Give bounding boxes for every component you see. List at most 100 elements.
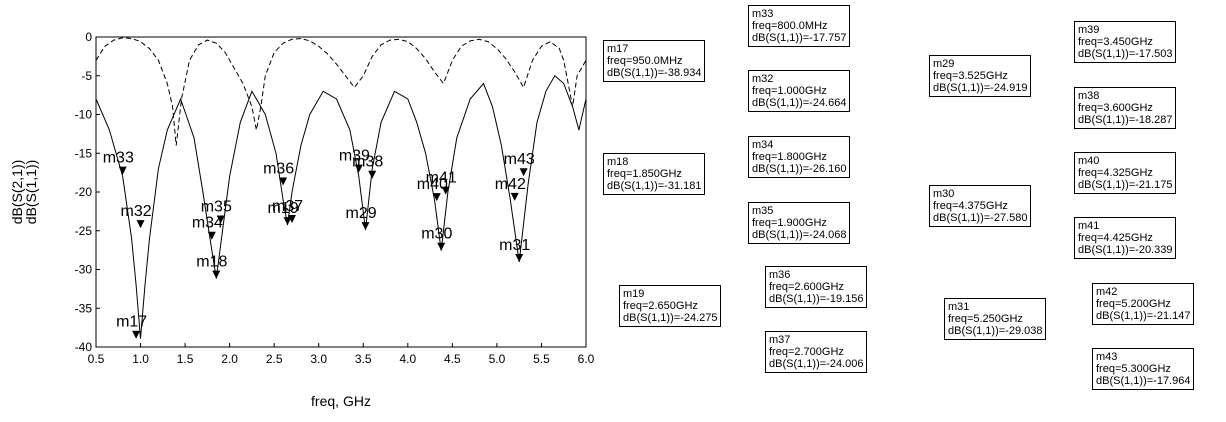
marker-box-freq: freq=2.650GHz xyxy=(623,300,698,312)
marker-box-value: dB(S(1,1))=-24.919 xyxy=(933,82,1028,94)
marker-box-freq: freq=1.800GHz xyxy=(752,151,827,163)
marker-m35 xyxy=(216,215,225,224)
marker-label-m43: m43 xyxy=(504,151,535,168)
marker-box-m30: m30 freq=4.375GHz dB(S(1,1))=-27.580 xyxy=(929,185,1032,227)
series-line-dashed xyxy=(96,37,586,146)
marker-label-m31: m31 xyxy=(499,237,530,254)
marker-box-freq: freq=4.425GHz xyxy=(1078,232,1153,244)
marker-box-freq: freq=1.000GHz xyxy=(752,85,827,97)
marker-box-value: dB(S(1,1))=-18.287 xyxy=(1078,114,1173,126)
x-tick-label: 6.0 xyxy=(578,352,595,366)
marker-box-freq: freq=5.250GHz xyxy=(948,313,1023,325)
marker-box-value: dB(S(1,1))=-24.275 xyxy=(623,312,718,324)
marker-box-name: m43 xyxy=(1096,351,1118,363)
x-tick-label: 3.5 xyxy=(355,352,372,366)
y-axis-label: dB(S(1,1)) xyxy=(23,160,39,225)
marker-box-name: m36 xyxy=(769,269,791,281)
marker-box-name: m40 xyxy=(1078,155,1100,167)
marker-box-name: m17 xyxy=(607,43,629,55)
marker-label-m17: m17 xyxy=(116,314,147,331)
marker-box-freq: freq=5.200GHz xyxy=(1096,298,1171,310)
marker-box-name: m41 xyxy=(1078,220,1100,232)
x-tick-label: 1.0 xyxy=(132,352,149,366)
marker-m39 xyxy=(354,164,363,173)
x-tick-label: 5.0 xyxy=(489,352,506,366)
marker-box-name: m19 xyxy=(623,288,645,300)
y-tick-label: -25 xyxy=(75,224,93,238)
marker-label-m36: m36 xyxy=(263,160,294,177)
marker-box-value: dB(S(1,1))=-29.038 xyxy=(948,325,1043,337)
marker-label-m34: m34 xyxy=(192,215,223,232)
marker-box-m36: m36 freq=2.600GHz dB(S(1,1))=-19.156 xyxy=(765,266,868,308)
marker-box-m43: m43 freq=5.300GHz dB(S(1,1))=-17.964 xyxy=(1092,348,1195,390)
marker-box-freq: freq=800.0MHz xyxy=(752,20,828,32)
marker-m42 xyxy=(510,192,519,201)
marker-label-m41: m41 xyxy=(426,170,457,187)
marker-box-m37: m37 freq=2.700GHz dB(S(1,1))=-24.006 xyxy=(765,331,868,373)
marker-m19 xyxy=(283,217,292,226)
series-line-solid xyxy=(96,75,586,339)
marker-label-m18: m18 xyxy=(196,254,227,271)
x-axis-label: freq, GHz xyxy=(311,393,371,409)
marker-box-name: m33 xyxy=(752,8,774,20)
marker-m37 xyxy=(288,215,296,224)
marker-box-name: m29 xyxy=(933,58,955,70)
marker-box-m41: m41 freq=4.425GHz dB(S(1,1))=-20.339 xyxy=(1074,217,1177,259)
x-tick-label: 2.0 xyxy=(221,352,238,366)
marker-box-name: m42 xyxy=(1096,286,1118,298)
marker-box-name: m34 xyxy=(752,139,774,151)
marker-box-name: m35 xyxy=(752,205,774,217)
marker-label-m29: m29 xyxy=(346,205,377,222)
x-tick-label: 1.5 xyxy=(177,352,194,366)
marker-box-freq: freq=950.0MHz xyxy=(607,55,683,67)
marker-box-value: dB(S(1,1))=-17.964 xyxy=(1096,375,1191,387)
x-tick-label: 3.0 xyxy=(310,352,327,366)
marker-m29 xyxy=(361,222,370,231)
marker-box-freq: freq=2.700GHz xyxy=(769,346,844,358)
marker-box-value: dB(S(1,1))=-24.664 xyxy=(752,97,847,109)
marker-label-m30: m30 xyxy=(421,226,452,243)
marker-box-freq: freq=2.600GHz xyxy=(769,281,844,293)
marker-box-value: dB(S(1,1))=-21.175 xyxy=(1078,179,1173,191)
marker-box-name: m39 xyxy=(1078,24,1100,36)
marker-box-name: m31 xyxy=(948,301,970,313)
marker-m31 xyxy=(515,254,524,263)
y-tick-label: -30 xyxy=(75,263,93,277)
marker-m32 xyxy=(136,220,145,229)
marker-box-m35: m35 freq=1.900GHz dB(S(1,1))=-24.068 xyxy=(748,202,851,244)
marker-m17 xyxy=(132,330,141,339)
marker-box-value: dB(S(1,1))=-31.181 xyxy=(607,180,702,192)
marker-label-m32: m32 xyxy=(121,203,152,220)
marker-m33 xyxy=(118,166,127,175)
y-tick-label: -40 xyxy=(75,340,93,354)
marker-box-freq: freq=1.900GHz xyxy=(752,217,827,229)
marker-box-name: m18 xyxy=(607,156,629,168)
y-tick-label: -10 xyxy=(75,108,93,122)
marker-m34 xyxy=(207,231,216,240)
y-tick-label: -15 xyxy=(75,146,93,160)
marker-box-m29: m29 freq=3.525GHz dB(S(1,1))=-24.919 xyxy=(929,55,1032,97)
marker-box-value: dB(S(1,1))=-24.006 xyxy=(769,358,864,370)
marker-box-freq: freq=3.450GHz xyxy=(1078,36,1153,48)
marker-label-m42: m42 xyxy=(495,176,526,193)
marker-m30 xyxy=(437,242,446,251)
marker-box-m19: m19 freq=2.650GHz dB(S(1,1))=-24.275 xyxy=(619,285,722,327)
y-tick-label: -20 xyxy=(75,185,93,199)
marker-label-m38: m38 xyxy=(352,154,383,171)
x-tick-label: 4.5 xyxy=(444,352,461,366)
marker-box-m33: m33 freq=800.0MHz dB(S(1,1))=-17.757 xyxy=(748,5,851,47)
marker-label-m33: m33 xyxy=(103,150,134,167)
marker-label-m19: m19 xyxy=(268,200,299,217)
marker-box-m18: m18 freq=1.850GHz dB(S(1,1))=-31.181 xyxy=(603,153,706,195)
marker-box-name: m32 xyxy=(752,73,774,85)
y-tick-label: -35 xyxy=(75,301,93,315)
marker-box-value: dB(S(1,1))=-27.580 xyxy=(933,212,1028,224)
marker-box-m32: m32 freq=1.000GHz dB(S(1,1))=-24.664 xyxy=(748,70,851,112)
marker-box-freq: freq=3.600GHz xyxy=(1078,102,1153,114)
marker-box-name: m38 xyxy=(1078,90,1100,102)
marker-label-m35: m35 xyxy=(201,199,232,216)
marker-box-value: dB(S(1,1))=-38.934 xyxy=(607,67,702,79)
x-tick-label: 5.5 xyxy=(533,352,550,366)
marker-m18 xyxy=(212,270,221,279)
